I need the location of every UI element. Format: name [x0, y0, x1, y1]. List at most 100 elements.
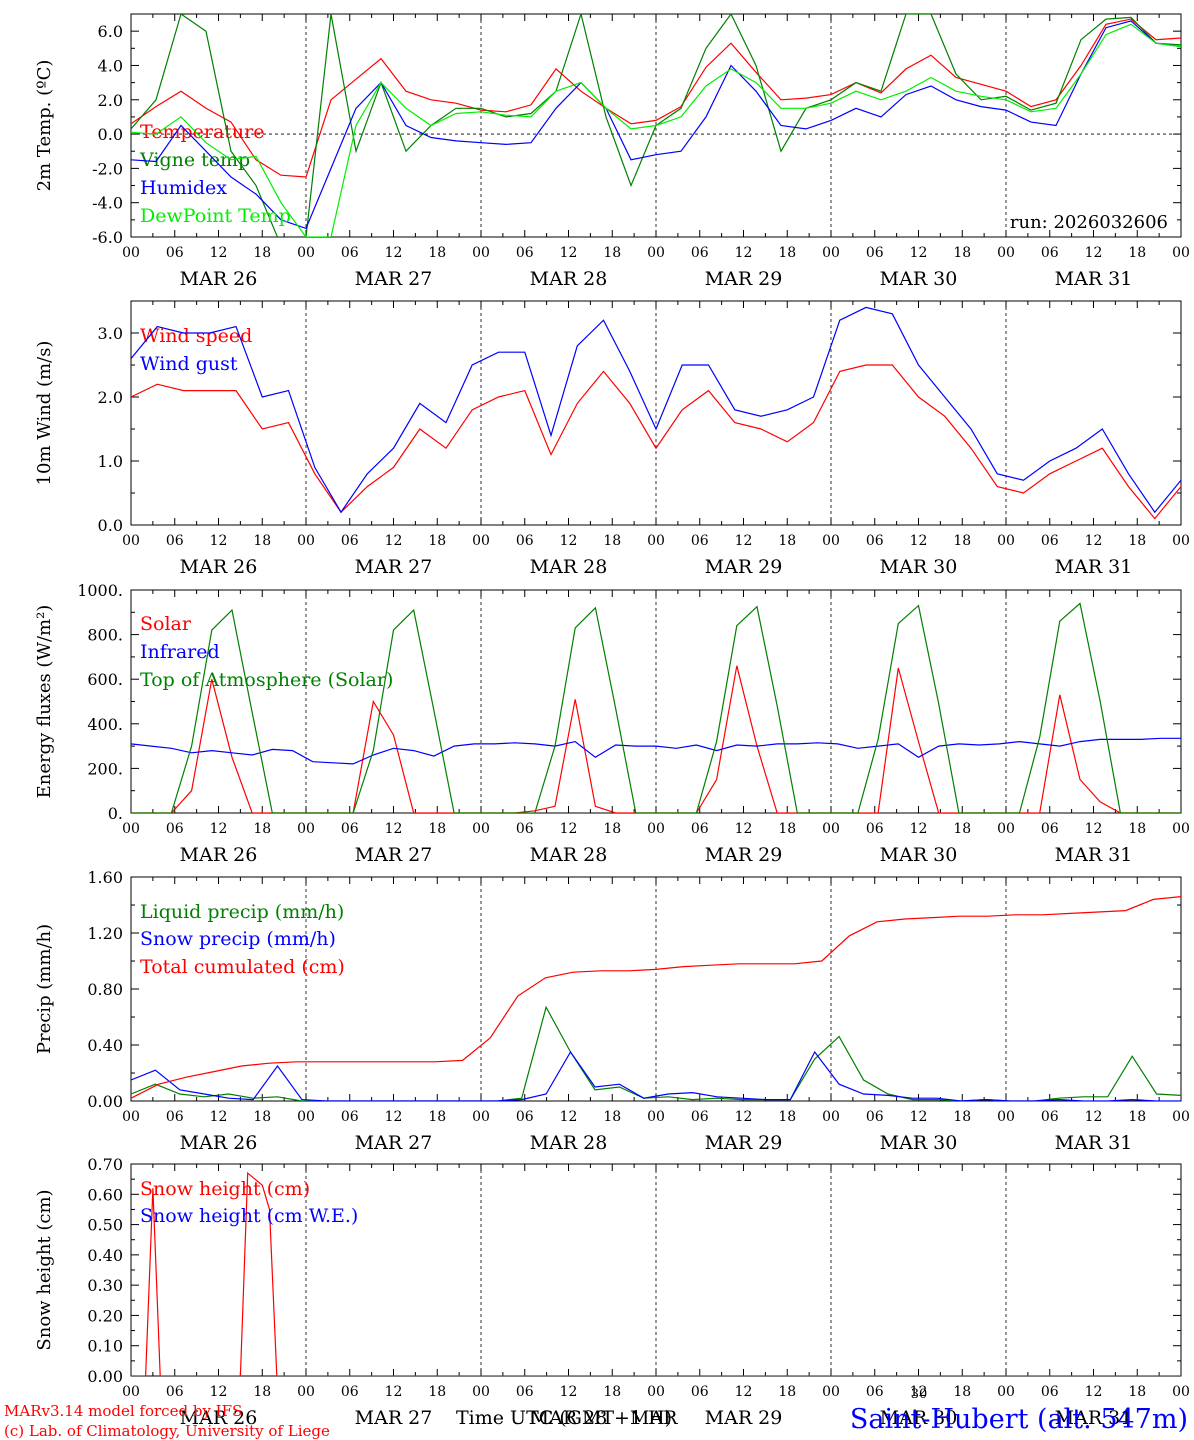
x-tick-label: 06 — [341, 1384, 359, 1400]
x-tick-label: 12 — [1085, 1384, 1103, 1400]
x-tick-label: 18 — [603, 245, 621, 261]
day-label: MAR 26 — [180, 1407, 258, 1429]
x-tick-label: 12 — [385, 533, 403, 549]
x-tick-label: 18 — [428, 821, 446, 837]
panel-5: 00 06 12 18 00 06 12 18 00 06 12 18 00 06 12 18 00 06 12 18… — [34, 1155, 1190, 1429]
x-tick-label: 18 — [953, 245, 971, 261]
x-tick-label: 06 — [516, 821, 534, 837]
x-tick-label: 00 — [822, 533, 840, 549]
time-axis-overlap: MAR — [630, 1407, 678, 1429]
y-tick-label: -4.0 — [92, 194, 123, 213]
plot-frame — [130, 300, 1182, 526]
day-label: MAR 30 — [880, 1132, 958, 1154]
small-number: 30 — [911, 1387, 928, 1402]
x-tick-label: 18 — [778, 1109, 796, 1125]
legend-entry: Snow height (cm) — [140, 1178, 310, 1200]
x-tick-label: 00 — [822, 1384, 840, 1400]
x-tick-label: 00 — [647, 1109, 665, 1125]
x-tick-label: 18 — [253, 245, 271, 261]
x-tick-label: 00 — [1172, 1384, 1190, 1400]
x-tick-label: 00 — [297, 1109, 315, 1125]
day-label: MAR 28 — [530, 556, 608, 578]
series-line-temperature — [131, 18, 1181, 178]
x-tick-label: 12 — [910, 821, 928, 837]
x-tick-label: 18 — [603, 821, 621, 837]
x-tick-label: 00 — [1172, 821, 1190, 837]
x-tick-label: 00 — [647, 821, 665, 837]
y-tick-label: 0.50 — [87, 1216, 123, 1235]
x-tick-label: 18 — [778, 245, 796, 261]
day-label: MAR 29 — [705, 844, 783, 866]
plot-frame — [130, 589, 1182, 814]
x-tick-label: 00 — [472, 821, 490, 837]
run-label: run: 2026032606 — [1010, 212, 1168, 233]
x-tick-label: 12 — [1085, 821, 1103, 837]
x-tick-label: 12 — [210, 533, 228, 549]
day-label: MAR 31 — [1055, 844, 1133, 866]
x-tick-label: 06 — [1041, 245, 1059, 261]
x-tick-label: 06 — [516, 1109, 534, 1125]
x-tick-label: 06 — [691, 1384, 709, 1400]
x-tick-label: 12 — [1085, 1109, 1103, 1125]
day-label: MAR 27 — [355, 1407, 433, 1429]
x-tick-label: 18 — [603, 533, 621, 549]
panel-3: 00 06 12 18 00 06 12 18 00 06 12 18 00 06 12 18 00 06 12 18… — [34, 581, 1190, 866]
y-tick-label: 0.0 — [98, 516, 123, 535]
x-tick-label: 12 — [385, 245, 403, 261]
x-tick-label: 18 — [1128, 821, 1146, 837]
x-tick-label: 06 — [691, 533, 709, 549]
model-credit: MARv3.14 model forced by IFS — [4, 1402, 242, 1420]
x-tick-label: 06 — [1041, 821, 1059, 837]
legend-entry: Top of Atmosphere (Solar) — [140, 669, 393, 691]
x-tick-label: 12 — [210, 245, 228, 261]
x-tick-label: 00 — [472, 245, 490, 261]
y-tick-label: 0.00 — [87, 1092, 123, 1111]
y-tick-label: 6.0 — [98, 22, 123, 41]
x-tick-label: 00 — [472, 1384, 490, 1400]
x-tick-label: 06 — [341, 533, 359, 549]
day-label: MAR 31 — [1055, 556, 1133, 578]
series-line-total-cumulated-cm- — [131, 896, 1181, 1099]
x-tick-label: 12 — [560, 821, 578, 837]
x-tick-label: 12 — [910, 533, 928, 549]
legend-entry: Total cumulated (cm) — [140, 956, 345, 978]
y-tick-label: -2.0 — [92, 159, 123, 178]
day-label: MAR 26 — [180, 268, 258, 290]
y-tick-label: 800. — [87, 626, 123, 645]
legend-entry: Temperature — [140, 121, 264, 143]
y-tick-label: 400. — [87, 715, 123, 734]
x-tick-label: 06 — [1041, 1384, 1059, 1400]
x-tick-label: 18 — [1128, 1109, 1146, 1125]
x-tick-label: 00 — [822, 1109, 840, 1125]
x-tick-label: 00 — [1172, 533, 1190, 549]
legend-entry: Wind gust — [140, 353, 238, 375]
day-label: MAR 30 — [880, 268, 958, 290]
series-line-dewpoint-temp — [131, 23, 1181, 237]
x-tick-label: 06 — [691, 245, 709, 261]
x-tick-label: 12 — [210, 821, 228, 837]
x-tick-label: 18 — [253, 821, 271, 837]
x-tick-label: 12 — [735, 533, 753, 549]
series-line-snow-height-cm- — [131, 1171, 1181, 1376]
x-tick-label: 00 — [822, 821, 840, 837]
x-tick-label: 00 — [122, 1384, 140, 1400]
day-label: MAR 29 — [705, 1407, 783, 1429]
x-tick-label: 18 — [953, 1384, 971, 1400]
panel-1: 00 06 12 18 00 06 12 18 00 06 12 18 00 06 12 18 00 06 12 18… — [34, 13, 1190, 290]
y-tick-label: 2.0 — [98, 91, 123, 110]
x-tick-label: 00 — [647, 1384, 665, 1400]
x-tick-label: 00 — [297, 821, 315, 837]
series-line-infrared — [131, 737, 1181, 765]
x-tick-label: 12 — [910, 1109, 928, 1125]
y-tick-label: 1.0 — [98, 452, 123, 471]
y-tick-label: 0.00 — [87, 1367, 123, 1386]
x-tick-label: 18 — [953, 533, 971, 549]
x-tick-label: 12 — [210, 1109, 228, 1125]
x-tick-label: 12 — [1085, 533, 1103, 549]
x-tick-label: 00 — [472, 533, 490, 549]
y-axis-label: Snow height (cm) — [34, 1189, 55, 1350]
x-tick-label: 06 — [166, 533, 184, 549]
time-axis-label: Time UTC (GMT+1 H) — [456, 1407, 672, 1429]
y-axis-label: 10m Wind (m/s) — [34, 341, 55, 486]
